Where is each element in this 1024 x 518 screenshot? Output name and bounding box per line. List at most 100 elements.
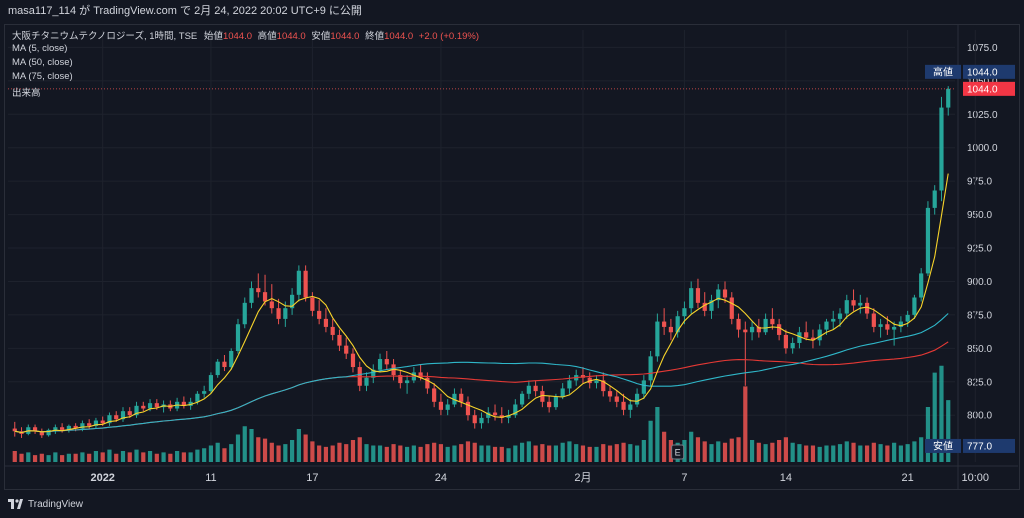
- candle-body[interactable]: [614, 396, 619, 402]
- candle-body[interactable]: [459, 393, 464, 402]
- candle-body[interactable]: [53, 427, 58, 430]
- candle-body[interactable]: [871, 313, 876, 327]
- candle-body[interactable]: [682, 308, 687, 317]
- candle-body[interactable]: [432, 388, 437, 402]
- candle-body[interactable]: [418, 372, 423, 378]
- candle-body[interactable]: [641, 380, 646, 394]
- candle-body[interactable]: [208, 375, 214, 392]
- candle-body[interactable]: [181, 401, 186, 406]
- candle-body[interactable]: [80, 423, 85, 429]
- candle-body[interactable]: [567, 380, 572, 389]
- candle-body[interactable]: [695, 288, 701, 303]
- candle-body[interactable]: [790, 342, 795, 349]
- legend-volume[interactable]: 出来高: [12, 85, 41, 99]
- candle-body[interactable]: [242, 302, 247, 325]
- tradingview-footer[interactable]: TradingView: [8, 496, 83, 514]
- candle-body[interactable]: [87, 423, 92, 426]
- candle-body[interactable]: [296, 270, 301, 295]
- candle-body[interactable]: [844, 300, 849, 314]
- candle-body[interactable]: [878, 324, 883, 327]
- candle-body[interactable]: [506, 415, 511, 418]
- candle-body[interactable]: [384, 359, 389, 365]
- candle-body[interactable]: [722, 289, 728, 298]
- candle-body[interactable]: [736, 318, 741, 330]
- candle-body[interactable]: [195, 393, 200, 402]
- candle-body[interactable]: [675, 316, 680, 333]
- candle-body[interactable]: [229, 350, 234, 368]
- candle-body[interactable]: [317, 310, 322, 319]
- candle-body[interactable]: [810, 337, 816, 341]
- candle-body[interactable]: [154, 403, 159, 408]
- candle-body[interactable]: [607, 391, 613, 397]
- candle-body[interactable]: [858, 302, 863, 306]
- candle-body[interactable]: [560, 388, 565, 397]
- candle-body[interactable]: [621, 401, 626, 410]
- candle-body[interactable]: [601, 380, 606, 392]
- candle-body[interactable]: [628, 404, 633, 410]
- candle-body[interactable]: [946, 88, 951, 108]
- candle-body[interactable]: [689, 288, 694, 309]
- candle-body[interactable]: [634, 393, 640, 405]
- candle-body[interactable]: [438, 401, 444, 410]
- candle-body[interactable]: [486, 412, 491, 418]
- candle-body[interactable]: [797, 332, 802, 343]
- candle-body[interactable]: [262, 292, 268, 302]
- candle-body[interactable]: [648, 356, 653, 381]
- candle-body[interactable]: [743, 329, 748, 333]
- candle-body[interactable]: [804, 332, 809, 338]
- candle-body[interactable]: [479, 417, 484, 424]
- candle-body[interactable]: [32, 427, 38, 432]
- candle-body[interactable]: [513, 404, 518, 416]
- candle-body[interactable]: [783, 334, 788, 349]
- candle-body[interactable]: [350, 353, 356, 368]
- candle-body[interactable]: [492, 412, 498, 416]
- candle-body[interactable]: [330, 326, 335, 335]
- candle-body[interactable]: [323, 318, 329, 327]
- candle-body[interactable]: [147, 403, 153, 409]
- candle-body[interactable]: [39, 431, 44, 436]
- candle-body[interactable]: [919, 273, 924, 298]
- candle-body[interactable]: [222, 361, 227, 368]
- candle-body[interactable]: [445, 404, 450, 410]
- candle-body[interactable]: [824, 321, 829, 330]
- candle-body[interactable]: [533, 385, 538, 392]
- candle-body[interactable]: [702, 302, 707, 311]
- candle-body[interactable]: [337, 334, 342, 346]
- candle-body[interactable]: [864, 302, 870, 314]
- earnings-event-marker[interactable]: [671, 444, 685, 460]
- candle-body[interactable]: [46, 429, 51, 436]
- candle-body[interactable]: [709, 300, 714, 311]
- candle-body[interactable]: [756, 326, 761, 333]
- candle-body[interactable]: [256, 288, 261, 293]
- candle-body[interactable]: [425, 377, 430, 389]
- candle-body[interactable]: [519, 393, 525, 405]
- candle-body[interactable]: [107, 415, 112, 424]
- symbol-legend[interactable]: 大阪チタニウムテクノロジーズ, 1時間, TSE 始値1044.0 高値1044…: [12, 28, 479, 42]
- candle-body[interactable]: [526, 385, 531, 394]
- candle-body[interactable]: [249, 288, 254, 303]
- candle-body[interactable]: [472, 415, 477, 424]
- candle-body[interactable]: [939, 107, 944, 191]
- candle-body[interactable]: [310, 297, 315, 311]
- candle-body[interactable]: [364, 377, 369, 386]
- candle-body[interactable]: [662, 321, 667, 327]
- candle-body[interactable]: [763, 318, 768, 333]
- candle-body[interactable]: [404, 380, 410, 384]
- candle-body[interactable]: [912, 297, 917, 315]
- candle-body[interactable]: [885, 324, 890, 330]
- candle-body[interactable]: [127, 411, 132, 416]
- candle-body[interactable]: [60, 427, 65, 430]
- legend-ma5[interactable]: MA (5, close): [12, 43, 67, 54]
- candle-body[interactable]: [729, 297, 734, 319]
- candle-body[interactable]: [215, 361, 220, 376]
- candle-body[interactable]: [134, 405, 139, 416]
- candle-body[interactable]: [344, 345, 349, 354]
- candle-body[interactable]: [188, 401, 193, 406]
- candle-body[interactable]: [371, 369, 376, 378]
- candle-body[interactable]: [540, 391, 545, 402]
- candle-body[interactable]: [235, 324, 241, 351]
- candle-body[interactable]: [817, 329, 822, 341]
- candle-body[interactable]: [831, 318, 836, 322]
- candle-body[interactable]: [898, 321, 903, 327]
- candle-body[interactable]: [120, 411, 126, 420]
